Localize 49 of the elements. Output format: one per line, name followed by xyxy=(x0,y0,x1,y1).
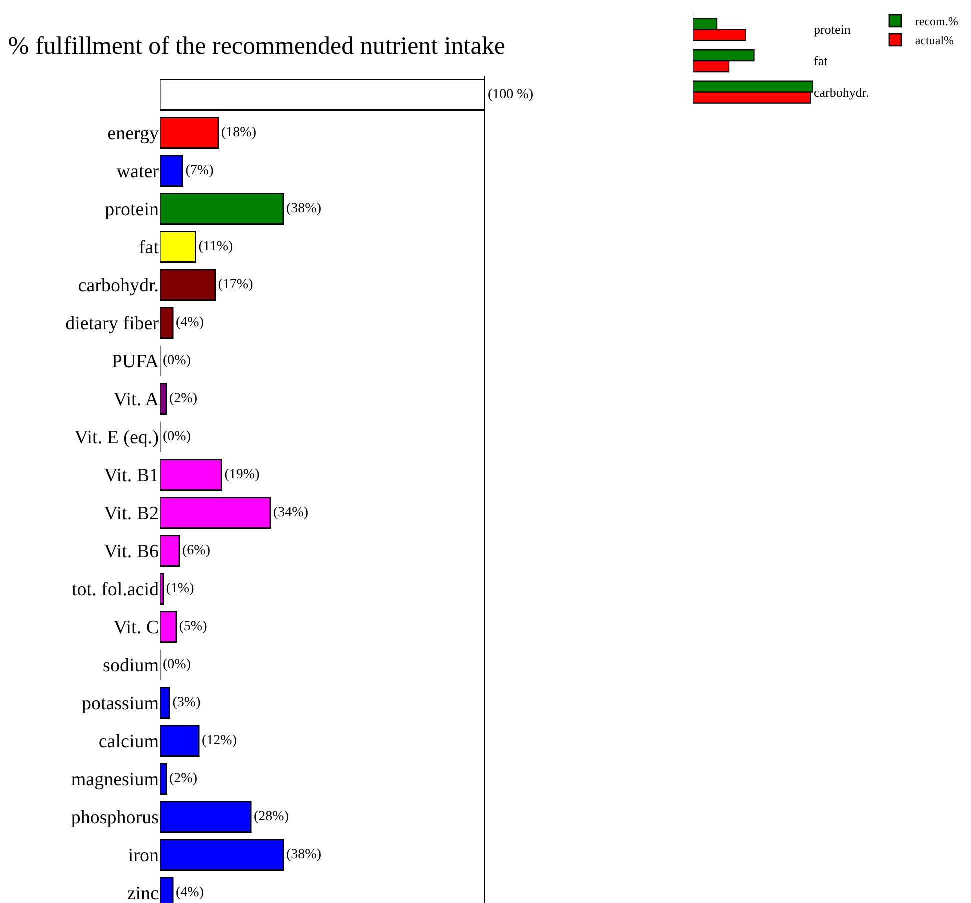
y-tick-label: Vit. B1 xyxy=(104,466,159,487)
y-tick-label: zinc xyxy=(127,884,159,903)
y-tick-label: energy xyxy=(108,124,160,145)
data-label: (1%) xyxy=(166,582,195,596)
data-label: (6%) xyxy=(182,544,211,558)
y-tick-label: Vit. A xyxy=(114,390,160,411)
y-tick-label: calcium xyxy=(98,732,160,753)
y-tick-label: phosphorus xyxy=(71,808,159,829)
legend-label: actual% xyxy=(915,34,954,48)
y-tick-label: Vit. E (eq.) xyxy=(74,428,159,449)
data-label: (28%) xyxy=(254,810,290,824)
chart-title: % fulfillment of the recommended nutrient intake xyxy=(8,32,506,60)
y-tick-label: tot. fol.acid xyxy=(72,580,160,601)
data-label: (100 %) xyxy=(488,88,534,102)
data-label: (12%) xyxy=(202,734,238,748)
data-label: (11%) xyxy=(198,240,234,254)
data-label: (3%) xyxy=(172,696,202,710)
y-tick-label: Vit. B2 xyxy=(104,504,159,525)
data-label: (18%) xyxy=(222,126,257,140)
data-label: (5%) xyxy=(179,620,208,634)
data-label: (34%) xyxy=(274,506,309,520)
y-tick-label: fat xyxy=(138,238,160,259)
y-tick-label: dietary fiber xyxy=(66,314,160,335)
data-label: (17%) xyxy=(218,278,254,292)
data-label: (2%) xyxy=(170,392,198,406)
data-label: (4%) xyxy=(176,886,204,900)
data-label: (0%) xyxy=(163,354,192,368)
y-tick-label: potassium xyxy=(82,694,160,715)
y-tick-label: sodium xyxy=(103,656,160,677)
y-tick-label: PUFA xyxy=(112,352,160,373)
data-label: (4%) xyxy=(176,316,204,330)
y-tick-label: carbohydr. xyxy=(78,276,159,297)
y-tick-label: Vit. C xyxy=(114,618,159,639)
legend-label: recom.% xyxy=(915,14,958,29)
y-tick-label: protein xyxy=(105,200,160,221)
category-label: carbohydr. xyxy=(814,84,870,100)
data-label: (19%) xyxy=(224,468,260,482)
data-label: (7%) xyxy=(186,164,214,178)
y-tick-label: magnesium xyxy=(71,770,160,791)
data-label: (0%) xyxy=(163,658,192,672)
data-label: (2%) xyxy=(170,772,198,786)
data-label: (38%) xyxy=(286,848,322,862)
y-tick-label: Vit. B6 xyxy=(104,542,159,563)
category-label: protein xyxy=(814,22,851,38)
data-label: (0%) xyxy=(163,430,192,444)
data-label: (38%) xyxy=(286,202,322,216)
y-tick-label: iron xyxy=(128,846,160,867)
category-label: fat xyxy=(814,54,828,69)
y-tick-label: water xyxy=(116,162,160,183)
